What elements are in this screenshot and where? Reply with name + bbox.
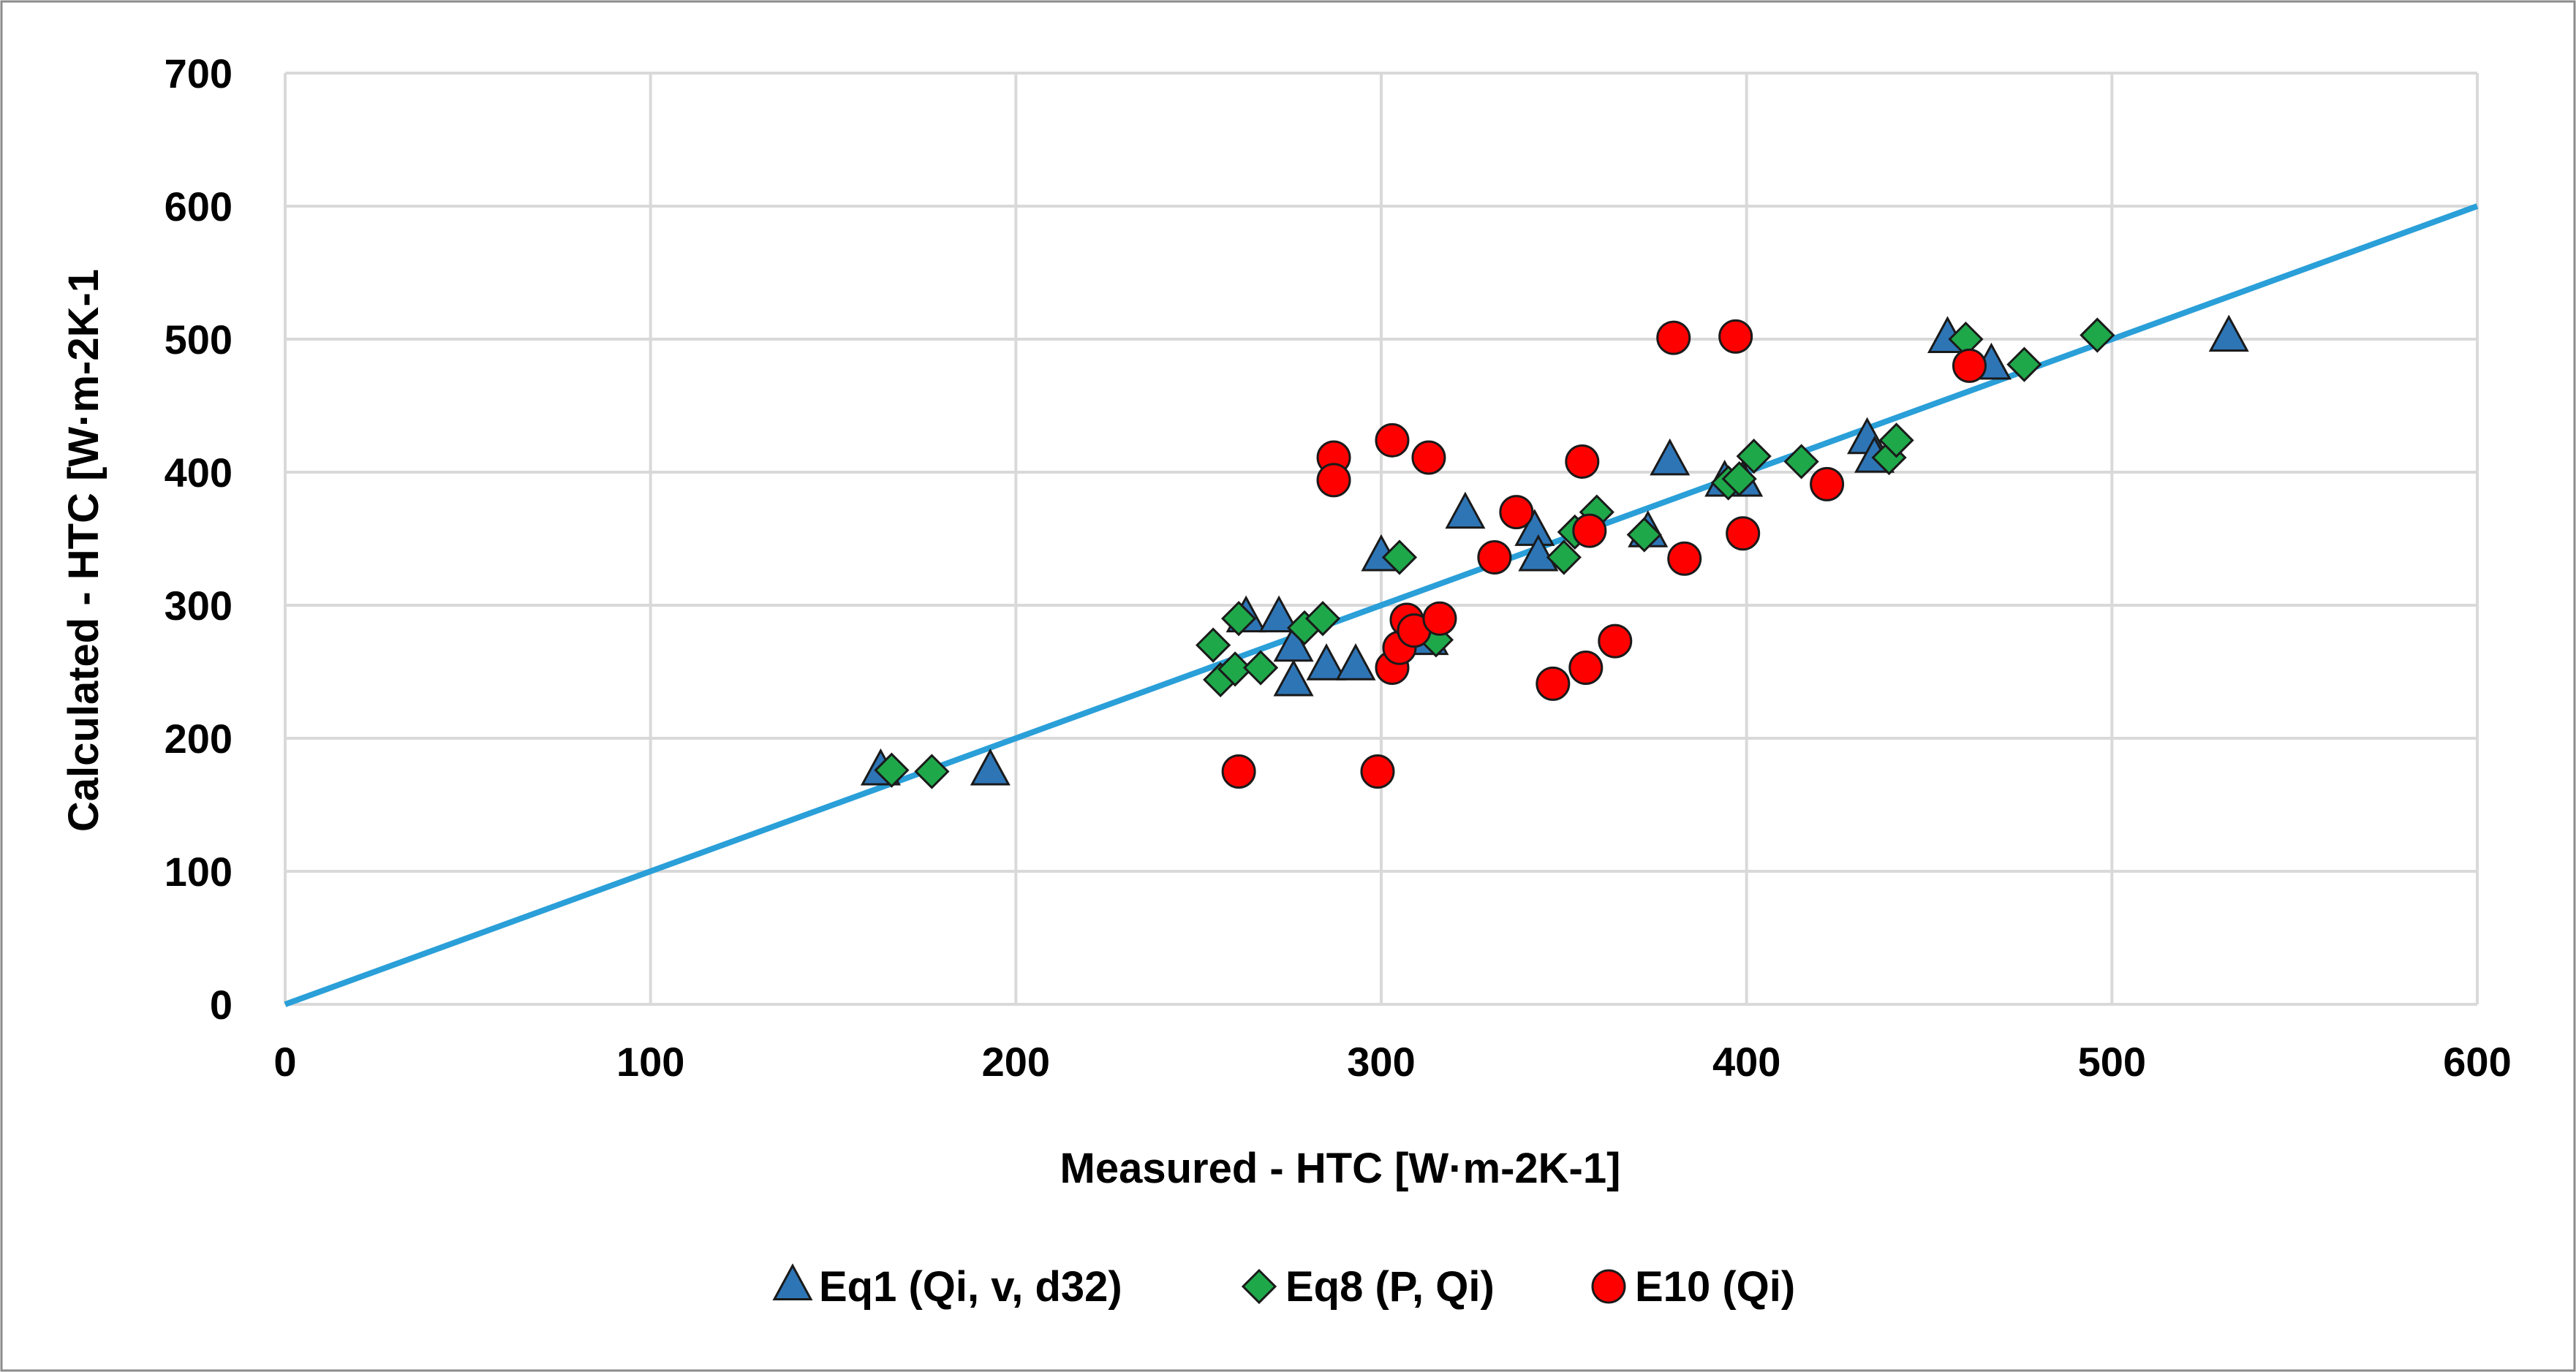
circle-point xyxy=(1422,601,1457,636)
x-tick-label: 0 xyxy=(273,1039,296,1085)
diamond-point xyxy=(1242,650,1279,686)
triangle-point xyxy=(1273,659,1314,697)
diamond-point xyxy=(914,754,950,789)
legend-triangle-icon xyxy=(772,1263,813,1300)
y-tick-label: 0 xyxy=(210,982,233,1028)
x-tick-label: 200 xyxy=(982,1039,1050,1085)
circle-point xyxy=(1656,320,1691,355)
circle-point xyxy=(1536,666,1571,701)
legend-label: E10 (Qi) xyxy=(1635,1263,1795,1311)
reference-line-layer xyxy=(284,203,2479,1007)
legend-diamond-icon xyxy=(1241,1268,1277,1305)
y-axis-title: Calculated - HTC [W·m-2K-1 xyxy=(60,269,107,832)
diamond-point xyxy=(1626,517,1662,553)
circle-point xyxy=(1810,466,1845,501)
circle-point xyxy=(1568,651,1604,686)
legend-label: Eq1 (Qi, v, d32) xyxy=(819,1263,1122,1311)
diamond-point xyxy=(1381,539,1418,575)
diamond-point xyxy=(874,752,910,788)
legend: Eq1 (Qi, v, d32) Eq8 (P, Qi) E10 (Qi) xyxy=(772,1263,1795,1311)
circle-point xyxy=(1572,513,1607,548)
legend-item: Eq8 (P, Qi) xyxy=(1241,1263,1495,1311)
diamond-point xyxy=(1721,461,1757,497)
y-tick-label: 500 xyxy=(165,317,233,363)
triangle-point xyxy=(2208,314,2249,352)
y-tick-label: 200 xyxy=(165,716,233,762)
legend-item: Eq1 (Qi, v, d32) xyxy=(772,1263,1122,1311)
triangle-point xyxy=(1445,491,1486,529)
circle-point xyxy=(1952,348,1987,383)
legend-label: Eq8 (P, Qi) xyxy=(1285,1263,1495,1311)
diamond-point xyxy=(1221,601,1257,637)
triangle-point xyxy=(970,748,1011,786)
circle-point xyxy=(1598,624,1633,659)
diamond-point xyxy=(2006,346,2042,382)
y-tick-label: 400 xyxy=(165,450,233,496)
circle-point xyxy=(1316,463,1351,498)
triangle-point xyxy=(1518,534,1559,572)
triangle-point xyxy=(1335,643,1376,681)
axes: 0 100 200 300 400 500 600 700 0 100 200 300 400 500 60… xyxy=(165,50,2512,1085)
circle-point xyxy=(1221,754,1256,789)
circle-point xyxy=(1360,754,1395,789)
diamond-point xyxy=(1304,601,1341,637)
diamond-point xyxy=(1783,444,1819,480)
diamond-point xyxy=(1878,422,1914,458)
circle-point xyxy=(1411,440,1446,475)
circle-point xyxy=(1499,495,1534,530)
y-tick-label: 700 xyxy=(165,50,233,96)
triangle-point xyxy=(1650,438,1691,476)
circle-point xyxy=(1718,319,1753,354)
x-tick-label: 100 xyxy=(616,1039,684,1085)
triangle-point xyxy=(1258,595,1299,633)
circle-point xyxy=(1477,539,1512,575)
circle-point xyxy=(1565,444,1600,479)
y-tick-label: 600 xyxy=(165,183,233,230)
x-tick-label: 600 xyxy=(2443,1039,2511,1085)
circle-point xyxy=(1375,422,1410,458)
diamond-point xyxy=(1546,539,1582,575)
circle-point xyxy=(1726,516,1761,551)
diamond-point xyxy=(1736,439,1772,474)
series-3 xyxy=(1221,319,1987,789)
triangle-point xyxy=(1306,643,1347,681)
circle-point xyxy=(1667,541,1702,576)
legend-item: E10 (Qi) xyxy=(1591,1263,1795,1311)
diamond-point xyxy=(1196,627,1231,663)
x-axis-title: Measured - HTC [W·m-2K-1] xyxy=(1060,1145,1621,1192)
y-tick-label: 100 xyxy=(165,849,233,895)
diamond-point xyxy=(2080,317,2115,353)
reference-line xyxy=(284,203,2479,1007)
x-tick-label: 500 xyxy=(2078,1039,2146,1085)
legend-circle-icon xyxy=(1591,1269,1626,1304)
y-tick-label: 300 xyxy=(165,583,233,629)
x-tick-label: 300 xyxy=(1347,1039,1415,1085)
diamond-point xyxy=(1217,651,1253,687)
data-points xyxy=(860,314,2249,789)
x-tick-label: 400 xyxy=(1712,1039,1780,1085)
